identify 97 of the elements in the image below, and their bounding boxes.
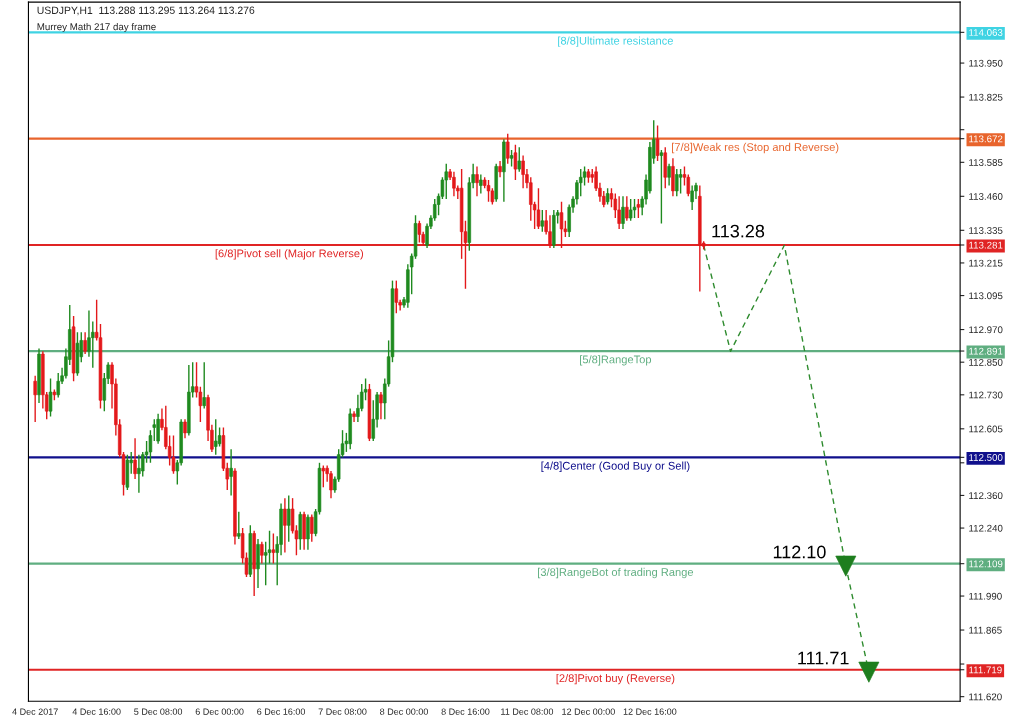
candlestick — [133, 437, 137, 480]
candlestick — [617, 195, 621, 230]
candlestick — [271, 532, 276, 565]
text: Murrey Math 217 day frame — [37, 22, 156, 33]
candlestick — [675, 168, 679, 198]
y-tick-label: 113.460 — [969, 193, 1003, 200]
y-tick-label: 112.109 — [969, 560, 1003, 568]
y-tick-label: 112.970 — [969, 326, 1003, 334]
candlestick — [148, 429, 153, 464]
candlestick — [217, 426, 222, 448]
candlestick — [329, 470, 333, 499]
y-tick-label: 112.730 — [969, 391, 1003, 399]
data-label: 113.28 — [712, 224, 765, 238]
candlestick — [379, 391, 383, 420]
x-tick-label: 8 Dec 16:00 — [441, 708, 490, 715]
y-tick-label: 111.990 — [969, 592, 1002, 600]
y-tick-label: 113.825 — [969, 93, 1003, 101]
y-tick-label: 114.063 — [969, 29, 1003, 36]
data-label: 112.10 — [773, 545, 826, 559]
y-tick-label: 111.719 — [969, 666, 1002, 674]
candlestick — [229, 448, 233, 497]
y-tick-label: 113.672 — [969, 135, 1003, 143]
candlestick — [283, 497, 287, 554]
candlestick — [540, 209, 545, 233]
ref-line-label: [3/8]RangeBot of trading Range — [538, 567, 694, 579]
y-tick-label: 112.891 — [969, 347, 1003, 355]
ref-line-label: [2/8]Pivot buy (Reverse) — [556, 673, 675, 685]
candlestick — [655, 124, 660, 162]
candlestick — [625, 195, 629, 222]
candlestick — [310, 513, 314, 543]
ref-line-label: [6/8]Pivot sell (Major Reverse) — [215, 249, 364, 260]
y-tick-label: 112.500 — [969, 454, 1003, 461]
candlestick — [506, 133, 510, 165]
candlestick — [628, 198, 633, 222]
candlestick — [444, 162, 448, 200]
candlestick — [517, 146, 521, 173]
candlestick — [171, 434, 176, 475]
x-tick-label: 8 Dec 00:00 — [380, 708, 428, 715]
candlestick — [536, 187, 541, 230]
candlestick — [521, 154, 525, 189]
candlestick — [202, 361, 206, 410]
x-tick-label: 12 Dec 00:00 — [562, 708, 615, 715]
candlestick — [678, 168, 683, 195]
y-tick-label: 113.281 — [969, 241, 1003, 249]
candlestick — [156, 413, 160, 445]
x-tick-label: 11 Dec 08:00 — [501, 708, 554, 715]
candlestick — [214, 418, 218, 456]
candlestick — [56, 372, 60, 399]
candlestick — [513, 143, 518, 181]
candlestick — [632, 198, 637, 219]
candlestick — [137, 453, 141, 494]
x-tick-label: 4 Dec 2017 — [12, 708, 58, 715]
y-tick-label: 111.620 — [969, 693, 1002, 701]
candlestick — [582, 165, 587, 187]
x-tick-label: 12 Dec 16:00 — [623, 708, 677, 715]
ref-line-label: [7/8]Weak res (Stop and Reverse) — [672, 142, 839, 154]
y-tick-label: 112.850 — [969, 358, 1003, 366]
candlestick — [183, 418, 187, 440]
candlestick — [659, 149, 664, 225]
candlestick — [452, 171, 456, 198]
y-tick-label: 112.605 — [969, 425, 1003, 433]
ref-line-label: [8/8]Ultimate resistance — [558, 36, 673, 47]
chart-title: USDJPY,H1 113.288 113.295 113.264 113.276 — [37, 6, 255, 16]
candlestick — [287, 494, 291, 543]
candlestick — [479, 173, 483, 195]
x-tick-label: 6 Dec 00:00 — [195, 708, 244, 715]
data-label: 111.71 — [798, 651, 849, 665]
x-tick-label: 7 Dec 08:00 — [318, 708, 367, 715]
candlestick — [621, 195, 625, 230]
candlestick — [690, 184, 694, 211]
candlestick — [83, 331, 87, 355]
candlestick — [394, 279, 399, 314]
x-tick-label: 5 Dec 08:00 — [134, 708, 183, 715]
x-tick-label: 4 Dec 16:00 — [72, 708, 121, 715]
candlestick — [152, 418, 156, 442]
candlestick — [33, 375, 37, 423]
candlestick — [48, 377, 53, 418]
candlestick — [636, 198, 641, 219]
ref-line-label: [4/8]Center (Good Buy or Sell) — [541, 461, 690, 472]
candlestick — [609, 187, 614, 208]
ref-line-label: [5/8]RangeTop — [580, 355, 652, 366]
x-tick-label: 6 Dec 16:00 — [257, 708, 306, 715]
candlestick — [352, 410, 356, 423]
y-tick-label: 113.950 — [969, 59, 1003, 67]
y-tick-label: 113.095 — [969, 292, 1003, 300]
y-tick-label: 112.360 — [969, 492, 1003, 500]
candlestick — [486, 179, 491, 203]
y-tick-label: 113.585 — [969, 159, 1003, 166]
y-tick-label: 113.335 — [969, 227, 1003, 234]
candlestick — [260, 540, 264, 565]
candlestick — [475, 165, 479, 198]
y-tick-label: 111.865 — [969, 626, 1002, 634]
y-tick-label: 112.240 — [969, 524, 1003, 532]
candlestick — [306, 513, 310, 551]
y-tick-label: 113.215 — [969, 259, 1003, 267]
candlestick — [237, 511, 241, 540]
candlestick — [667, 162, 671, 187]
